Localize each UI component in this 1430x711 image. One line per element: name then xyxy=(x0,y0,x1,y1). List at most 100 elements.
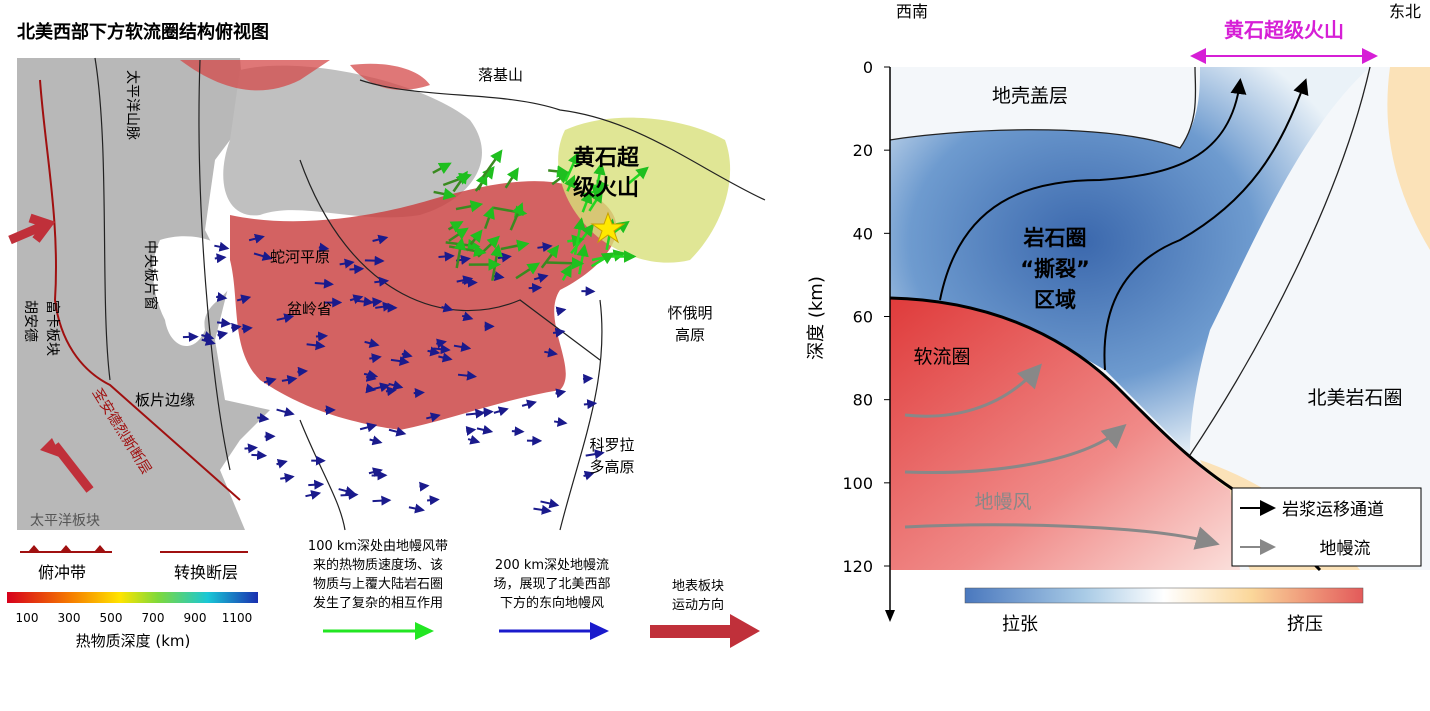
mantle-flow-arrow xyxy=(280,473,295,483)
mantle-flow-arrow xyxy=(533,504,552,515)
hot-flow-arrow xyxy=(593,162,606,182)
map-legend: 俯冲带 转换断层 100 300 500 700 900 1100 热物质深度 (km) … xyxy=(7,539,760,650)
colorbar-label: 热物质深度 (km) xyxy=(76,632,191,650)
mantle-flow-arrow xyxy=(385,386,397,397)
legend-arrow xyxy=(590,622,609,640)
mantle-flow-arrow xyxy=(236,294,252,305)
hot-flow-arrow xyxy=(453,237,467,269)
boundary xyxy=(1189,66,1371,456)
mantle-flow-arrow xyxy=(364,338,380,348)
yellowstone-star xyxy=(590,211,626,244)
mantle-flow-arrow xyxy=(306,340,326,351)
hot-flow-arrow xyxy=(515,262,541,280)
y-tick-label: 120 xyxy=(842,557,873,576)
mantle-flow-arrow xyxy=(582,373,594,384)
mantle-flow-arrow xyxy=(216,292,228,302)
mantle-flow-arrow xyxy=(372,234,389,245)
hot-flow-arrow xyxy=(448,227,469,242)
map-label: 胡安德 富卡板块 xyxy=(22,300,61,356)
mantle-flow-arrow xyxy=(465,425,477,436)
mantle-flow xyxy=(904,363,1043,418)
hot-flow-arrow xyxy=(504,167,519,189)
yellowstone-label: 黄石超级火山 xyxy=(1224,18,1344,42)
mantle-flow-arrow xyxy=(481,407,494,418)
colorbar-tick-label: 900 xyxy=(184,611,207,625)
legend-label: 俯冲带 xyxy=(38,563,86,582)
mantle-flow-arrow xyxy=(528,282,543,293)
map-label: 黄石超级火山 xyxy=(573,146,640,201)
mantle-flow-arrow xyxy=(365,383,377,394)
legend-arrow xyxy=(730,614,760,648)
mantle-flow-arrow xyxy=(544,347,558,358)
hot-material-top xyxy=(180,60,430,91)
mantle-flow-arrow xyxy=(438,352,453,363)
tear-zone xyxy=(890,67,1370,455)
hot-flow-arrow xyxy=(591,252,615,268)
section-label: 软流圈 xyxy=(913,346,970,368)
magma-path xyxy=(1103,78,1309,371)
map-label: 落基山 xyxy=(478,66,523,84)
section-label: 地幔风 xyxy=(974,491,1031,513)
legend-label: 转换断层 xyxy=(174,563,238,582)
hot-flow-arrow xyxy=(573,217,586,255)
mantle-flow-arrow xyxy=(401,349,413,359)
borders xyxy=(299,159,603,531)
mantle-flow-arrow xyxy=(433,344,451,355)
mantle-flow-arrow xyxy=(427,346,441,357)
plate-motion-arrow xyxy=(40,438,62,458)
mantle-flow-arrow xyxy=(276,313,295,324)
map-label: 太平洋板块 xyxy=(30,513,100,529)
mantle-flow-arrow xyxy=(369,353,382,364)
slab-window xyxy=(153,236,235,347)
borders xyxy=(94,57,766,471)
mantle-flow-arrow xyxy=(511,426,525,437)
plate-boundary xyxy=(39,79,241,501)
hot-flow-arrow xyxy=(481,149,503,178)
mantle-flow-arrow xyxy=(359,422,378,433)
map: 落基山 太平洋山脉 黄石超级火山 中央板片窗 蛇河平原 盆岭省 胡安德 富卡板块 … xyxy=(8,57,766,531)
asthenosphere xyxy=(890,298,1240,570)
mantle-flow-arrow xyxy=(216,317,232,328)
hot-flow-arrow xyxy=(433,187,457,201)
hot-flow-arrow xyxy=(540,244,560,269)
direction-label: 东北 xyxy=(1389,2,1421,21)
hot-flow-arrow xyxy=(548,165,570,178)
mantle-flow-arrow xyxy=(465,408,486,419)
hot-flow-arrow xyxy=(546,257,585,270)
y-axis: 深度 (km) 0 20 40 60 80 100 120 xyxy=(806,58,895,622)
mantle-flow xyxy=(904,424,1127,474)
mantle-flow-arrow xyxy=(583,470,595,481)
mantle-flow-arrow xyxy=(340,489,359,500)
map-label: 太平洋山脉 xyxy=(124,70,140,140)
mantle-flow-arrow xyxy=(456,275,474,286)
mantle-flow-arrow xyxy=(521,399,537,410)
axis-arrow xyxy=(885,610,895,622)
mantle-flow-arrow xyxy=(426,495,440,506)
mantle-flow-arrow xyxy=(315,331,329,342)
colorbar xyxy=(964,587,1364,604)
mantle-flow-arrow xyxy=(555,388,567,399)
mantle-flow-arrow xyxy=(553,417,568,427)
mantle-flow-arrow xyxy=(201,331,215,341)
left-panel: 北美西部下方软流圈结构俯视图 落基山 太平洋山脉 黄石超级火山 中央板片窗 蛇河… xyxy=(7,21,766,650)
mantle-flow-arrow xyxy=(253,251,273,261)
mantle-flow-arrow xyxy=(552,327,566,338)
colorbar-tick-label: 100 xyxy=(16,611,39,625)
mantle-flow-arrow xyxy=(297,366,309,377)
y-tick-label: 60 xyxy=(853,308,873,327)
slab-blob xyxy=(223,65,482,218)
legend-label: 地幔流 xyxy=(1320,539,1371,559)
hot-flow-arrow xyxy=(432,162,452,175)
mantle-flow-arrow xyxy=(318,242,330,253)
mantle-flow-arrow xyxy=(390,356,410,367)
y-tick-label: 40 xyxy=(853,224,873,243)
y-axis-label: 深度 (km) xyxy=(806,276,827,360)
cross-section: 地壳盖层 岩石圈“撕裂”区域 软流圈 北美岩石圈 地幔风 岩浆运移通道 地幔流 xyxy=(889,66,1430,572)
colorbar-tick-label: 500 xyxy=(100,611,123,625)
mantle-flow-arrow xyxy=(555,306,567,317)
legend-text: 100 km深处由地幔风带来的热物质速度场、该物质与上覆大陆岩石圈发生了复杂的相… xyxy=(308,539,448,611)
mantle-flow-arrow xyxy=(476,424,494,435)
mantle-flow-arrow xyxy=(533,273,549,283)
mantle-flow-arrow xyxy=(349,294,364,304)
magma-path xyxy=(939,78,1247,301)
